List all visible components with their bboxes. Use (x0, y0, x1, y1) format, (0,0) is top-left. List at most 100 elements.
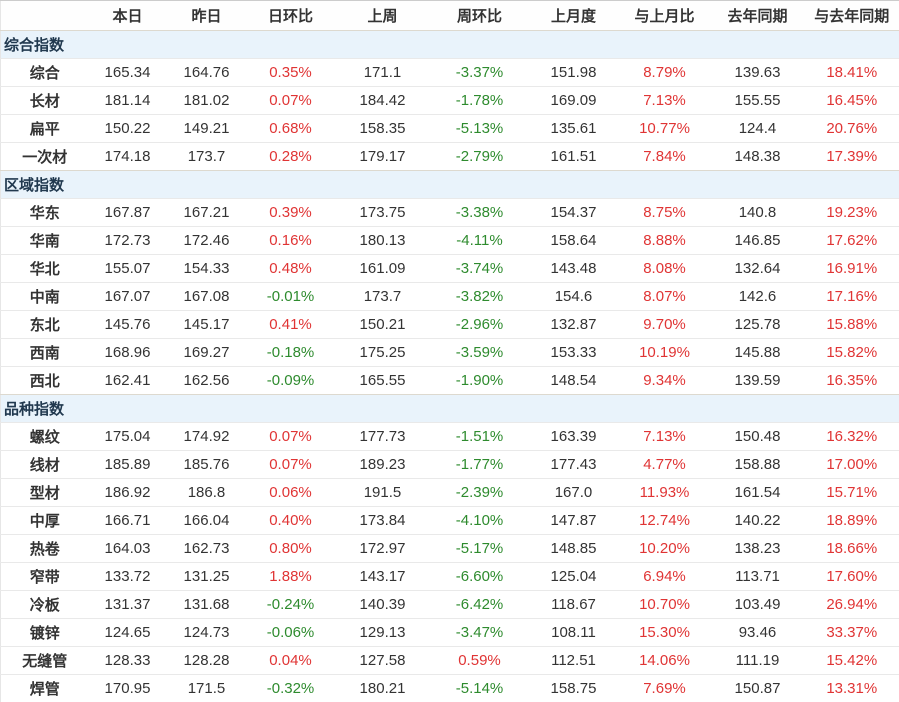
row-label: 华南 (0, 226, 89, 255)
value-cell-day-change: -0.06% (246, 618, 335, 647)
group-header-row: 综合指数 (0, 30, 899, 59)
value-cell-vs-last-year: 17.60% (804, 562, 899, 591)
value-cell-last-week: 171.1 (334, 58, 431, 87)
column-header-last-month: 上月度 (528, 0, 619, 31)
value-cell-last-year-same-period: 161.54 (710, 478, 805, 507)
value-cell-last-month: 169.09 (528, 86, 619, 115)
column-header-last-week: 上周 (334, 0, 431, 31)
value-cell-vs-last-month: 8.08% (618, 254, 711, 283)
row-label: 西南 (0, 338, 89, 367)
value-cell-yesterday: 181.02 (166, 86, 247, 115)
column-header-name (0, 0, 89, 31)
value-cell-day-change: 0.04% (246, 646, 335, 675)
value-cell-yesterday: 124.73 (166, 618, 247, 647)
value-cell-week-change: -3.82% (430, 282, 529, 311)
value-cell-day-change: 1.88% (246, 562, 335, 591)
value-cell-last-week: 184.42 (334, 86, 431, 115)
value-cell-vs-last-month: 7.69% (618, 674, 711, 702)
value-cell-yesterday: 169.27 (166, 338, 247, 367)
value-cell-vs-last-month: 10.70% (618, 590, 711, 619)
value-cell-today: 145.76 (88, 310, 167, 339)
value-cell-yesterday: 164.76 (166, 58, 247, 87)
value-cell-last-month: 154.37 (528, 198, 619, 227)
value-cell-last-month: 158.75 (528, 674, 619, 702)
value-cell-last-year-same-period: 158.88 (710, 450, 805, 479)
value-cell-last-month: 161.51 (528, 142, 619, 171)
value-cell-day-change: 0.68% (246, 114, 335, 143)
table-row: 华南 172.73 172.46 0.16% 180.13 -4.11% 158.64 8.8… (0, 226, 899, 255)
row-label: 东北 (0, 310, 89, 339)
column-header-today: 本日 (88, 0, 167, 31)
group-label: 综合指数 (0, 30, 899, 59)
value-cell-day-change: 0.06% (246, 478, 335, 507)
row-label: 中南 (0, 282, 89, 311)
value-cell-last-year-same-period: 146.85 (710, 226, 805, 255)
value-cell-yesterday: 162.73 (166, 534, 247, 563)
row-label: 螺纹 (0, 422, 89, 451)
value-cell-yesterday: 128.28 (166, 646, 247, 675)
value-cell-week-change: -4.10% (430, 506, 529, 535)
value-cell-week-change: -4.11% (430, 226, 529, 255)
value-cell-last-month: 177.43 (528, 450, 619, 479)
value-cell-today: 167.07 (88, 282, 167, 311)
value-cell-vs-last-year: 18.89% (804, 506, 899, 535)
value-cell-last-week: 129.13 (334, 618, 431, 647)
value-cell-week-change: -5.13% (430, 114, 529, 143)
value-cell-vs-last-year: 15.88% (804, 310, 899, 339)
group-header-row: 品种指数 (0, 394, 899, 423)
value-cell-vs-last-month: 6.94% (618, 562, 711, 591)
value-cell-last-month: 167.0 (528, 478, 619, 507)
row-label: 镀锌 (0, 618, 89, 647)
value-cell-vs-last-year: 17.62% (804, 226, 899, 255)
value-cell-last-week: 140.39 (334, 590, 431, 619)
value-cell-last-month: 148.85 (528, 534, 619, 563)
value-cell-last-year-same-period: 111.19 (710, 646, 805, 675)
row-label: 一次材 (0, 142, 89, 171)
value-cell-last-year-same-period: 138.23 (710, 534, 805, 563)
value-cell-vs-last-year: 15.42% (804, 646, 899, 675)
value-cell-week-change: -1.78% (430, 86, 529, 115)
value-cell-today: 167.87 (88, 198, 167, 227)
table-row: 一次材 174.18 173.7 0.28% 179.17 -2.79% 161.51 7.8… (0, 142, 899, 171)
value-cell-vs-last-year: 16.35% (804, 366, 899, 395)
value-cell-last-month: 108.11 (528, 618, 619, 647)
group-header-row: 区域指数 (0, 170, 899, 199)
value-cell-last-month: 147.87 (528, 506, 619, 535)
value-cell-today: 124.65 (88, 618, 167, 647)
value-cell-last-year-same-period: 103.49 (710, 590, 805, 619)
value-cell-today: 162.41 (88, 366, 167, 395)
value-cell-vs-last-month: 10.77% (618, 114, 711, 143)
value-cell-last-week: 173.84 (334, 506, 431, 535)
value-cell-today: 164.03 (88, 534, 167, 563)
value-cell-yesterday: 162.56 (166, 366, 247, 395)
value-cell-vs-last-year: 16.32% (804, 422, 899, 451)
row-label: 扁平 (0, 114, 89, 143)
value-cell-last-year-same-period: 125.78 (710, 310, 805, 339)
value-cell-vs-last-month: 14.06% (618, 646, 711, 675)
value-cell-yesterday: 167.08 (166, 282, 247, 311)
value-cell-vs-last-year: 16.91% (804, 254, 899, 283)
table-row: 华北 155.07 154.33 0.48% 161.09 -3.74% 143.48 8.0… (0, 254, 899, 283)
row-label: 线材 (0, 450, 89, 479)
value-cell-week-change: -6.42% (430, 590, 529, 619)
value-cell-yesterday: 172.46 (166, 226, 247, 255)
value-cell-day-change: 0.16% (246, 226, 335, 255)
value-cell-today: 185.89 (88, 450, 167, 479)
value-cell-today: 150.22 (88, 114, 167, 143)
row-label: 焊管 (0, 674, 89, 702)
value-cell-last-week: 172.97 (334, 534, 431, 563)
value-cell-last-year-same-period: 124.4 (710, 114, 805, 143)
column-header-vs-last-year: 与去年同期 (804, 0, 899, 31)
row-label: 型材 (0, 478, 89, 507)
table-row: 长材 181.14 181.02 0.07% 184.42 -1.78% 169.09 7.1… (0, 86, 899, 115)
value-cell-vs-last-year: 17.16% (804, 282, 899, 311)
column-header-yesterday: 昨日 (166, 0, 247, 31)
value-cell-vs-last-month: 7.84% (618, 142, 711, 171)
value-cell-vs-last-year: 17.00% (804, 450, 899, 479)
value-cell-vs-last-year: 20.76% (804, 114, 899, 143)
value-cell-week-change: -5.14% (430, 674, 529, 702)
value-cell-vs-last-month: 9.34% (618, 366, 711, 395)
value-cell-last-year-same-period: 132.64 (710, 254, 805, 283)
value-cell-last-week: 177.73 (334, 422, 431, 451)
